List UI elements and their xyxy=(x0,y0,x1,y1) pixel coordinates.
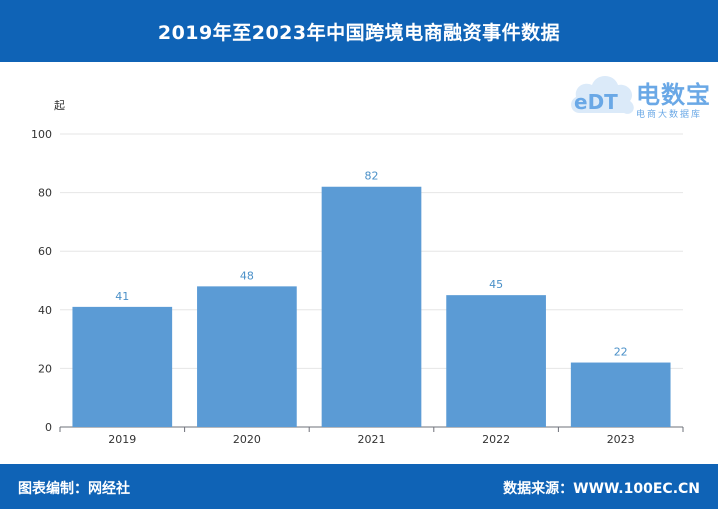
footer-compiler: 图表编制：网经社 xyxy=(18,481,130,497)
data-label: 22 xyxy=(614,346,628,359)
logo-subtitle: 电商大数据库 xyxy=(636,110,703,120)
x-tick-label: 2021 xyxy=(358,433,386,446)
y-tick-label: 40 xyxy=(38,304,52,317)
bar xyxy=(570,362,671,427)
bar xyxy=(446,295,546,427)
data-label: 82 xyxy=(365,170,379,183)
bar xyxy=(197,286,297,427)
logo-brand: 电数宝 xyxy=(636,81,711,109)
y-tick-label: 0 xyxy=(45,421,52,434)
x-tick-label: 2019 xyxy=(108,433,136,446)
y-tick-label: 20 xyxy=(38,362,52,375)
x-tick-label: 2022 xyxy=(482,433,510,446)
cloud-logo-icon: eDT xyxy=(571,76,634,114)
data-label: 41 xyxy=(115,290,129,303)
bar xyxy=(321,186,422,427)
logo-text: eDT xyxy=(574,90,618,114)
bar xyxy=(72,306,173,427)
data-label: 45 xyxy=(489,278,503,291)
x-tick-label: 2023 xyxy=(607,433,635,446)
bar-chart: 0 20 40 60 80 100 41 2019 48 2020 82 2021 45 2022 22 20… xyxy=(31,128,684,446)
footer-source: 数据来源：WWW.100EC.CN xyxy=(503,481,700,497)
chart-title: 2019年至2023年中国跨境电商融资事件数据 xyxy=(157,21,561,44)
y-tick-label: 80 xyxy=(38,187,52,200)
y-tick-label: 100 xyxy=(31,128,52,141)
chart-title-bar: 2019年至2023年中国跨境电商融资事件数据 xyxy=(0,0,718,62)
edt-logo: eDT 电数宝 电商大数据库 xyxy=(568,67,714,123)
y-tick-label: 60 xyxy=(38,245,52,258)
x-tick-label: 2020 xyxy=(233,433,261,446)
footer-bar: 图表编制：网经社 数据来源：WWW.100EC.CN xyxy=(0,464,718,509)
y-axis-unit: 起 xyxy=(54,99,65,112)
data-label: 48 xyxy=(240,269,254,282)
